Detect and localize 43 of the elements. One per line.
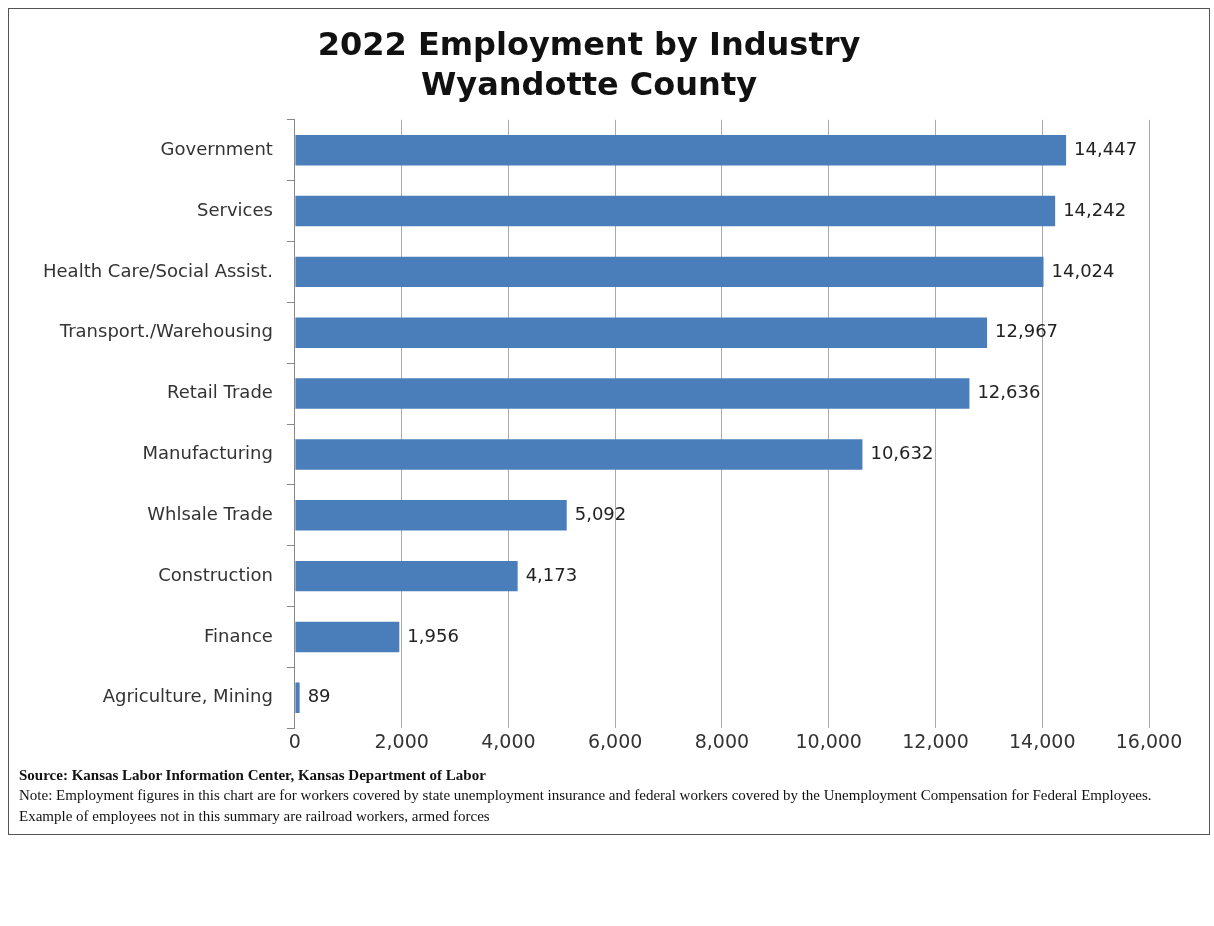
x-tick-label: 8,000 [694,729,750,752]
x-tick-label: 0 [288,729,301,752]
y-tick-label: Services [196,198,273,220]
y-tick-label: Government [160,137,273,159]
text: Note: Employment figures in this chart are for workers covered by state unemployment insurance and federal workers covered by the Unemployment Compensation for Federal Employees. Example of employees not in this summary are railroad workers, armed forces [19,786,1153,826]
chart-subtitle: Wyandotte County [420,64,758,103]
data-label: 12,967 [995,320,1059,342]
x-tick-label: 10,000 [795,729,862,752]
data-label: 12,636 [977,381,1041,403]
bar [295,317,988,348]
chart-title: 2022 Employment by Industry [317,24,861,63]
x-tick-label: 16,000 [1115,729,1183,752]
data-label: 10,632 [870,442,934,464]
x-tick-label: 12,000 [902,729,969,752]
y-tick-label: Finance [204,624,273,646]
data-label: 14,024 [1051,259,1115,281]
y-tick-label: Health Care/Social Assist. [43,259,273,281]
data-label: 5,092 [574,502,627,524]
data-label: 4,173 [525,563,578,585]
y-tick-label: Whlsale Trade [147,502,273,524]
y-tick-label: Agriculture, Mining [102,685,273,707]
data-label: 1,956 [407,624,459,646]
y-tick-label: Retail Trade [167,381,273,403]
source-note: Source: Kansas Labor Information Center, Kansas Department of Labor [19,766,487,785]
bar [295,195,1056,227]
x-tick-label: 6,000 [587,729,643,752]
data-label: 89 [307,685,331,707]
bar [295,682,300,713]
y-tick-label: Construction [158,563,273,585]
bar [295,500,567,531]
bar [295,560,518,592]
y-tick-label: Manufacturing [142,442,273,464]
y-tick-label: Transport./Warehousing [58,320,273,342]
data-label: 14,447 [1074,137,1138,159]
bar [295,256,1044,288]
bar [295,378,970,409]
bar [295,439,863,470]
x-tick-label: 14,000 [1008,729,1076,752]
x-tick-label: 4,000 [481,729,536,752]
data-label: 14,242 [1063,198,1127,220]
x-tick-label: 2,000 [374,729,429,752]
bar [295,135,1067,166]
bar [295,621,400,653]
